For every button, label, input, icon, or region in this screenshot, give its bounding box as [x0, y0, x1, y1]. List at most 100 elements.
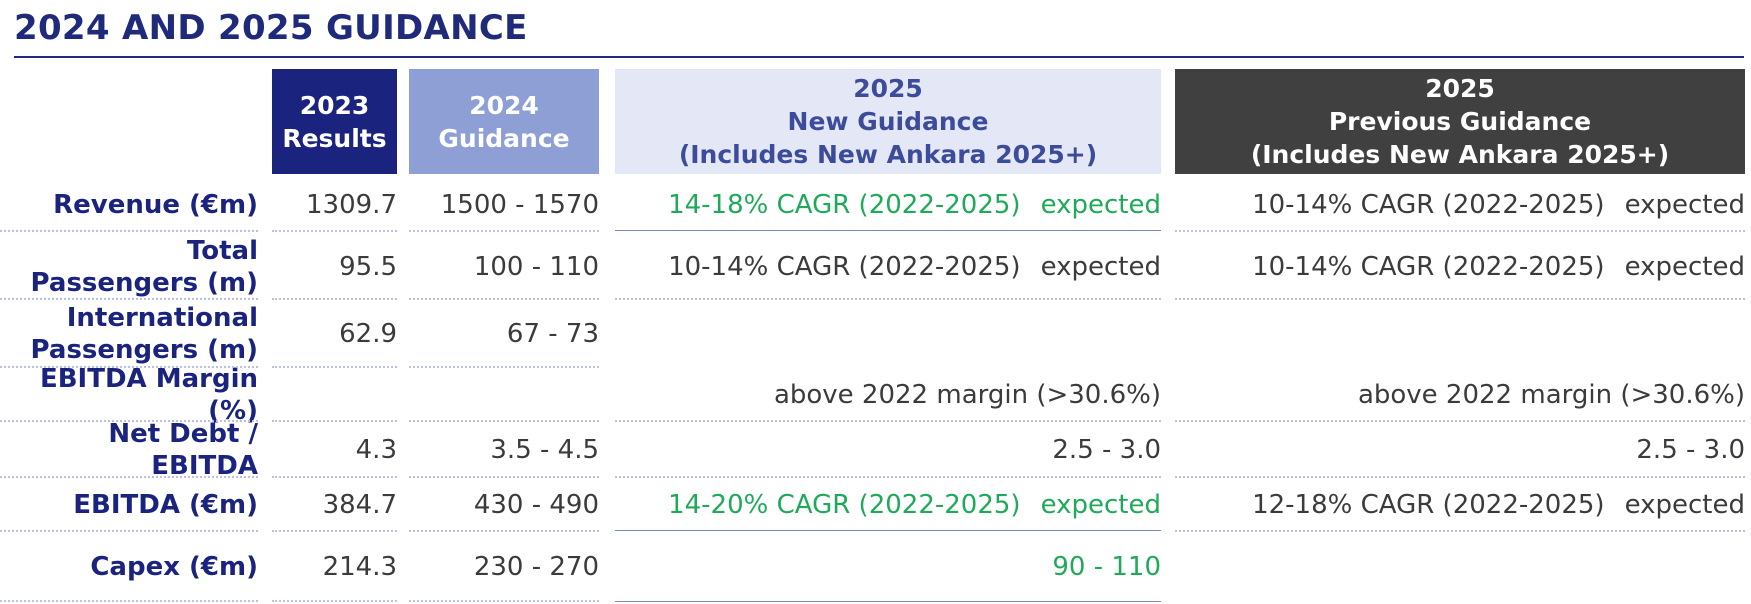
header-line: New Guidance [787, 107, 989, 136]
previous-guidance-cell: 10-14% CAGR (2022-2025) expected [1175, 234, 1745, 300]
new-guidance-value: 14-20% CAGR (2022-2025) [668, 490, 1021, 520]
row-label-line: Capex (€m) [90, 552, 258, 582]
guidance-2024-cell: 3.5 - 4.5 [490, 435, 599, 465]
row-label-line: Passengers (m) [30, 335, 258, 365]
row-separator [0, 600, 258, 602]
results-2023-cell: 62.9 [339, 319, 397, 349]
guidance-2024-cell: 430 - 490 [473, 490, 599, 520]
header-2025-new-guidance: 2025 New Guidance (Includes New Ankara 2… [615, 69, 1161, 174]
row-label: Revenue (€m) [0, 176, 258, 234]
row-label: Net Debt / EBITDA [0, 419, 258, 481]
new-guidance-value: 10-14% CAGR (2022-2025) [668, 252, 1021, 282]
previous-guidance-value: 10-14% CAGR (2022-2025) [1252, 190, 1605, 220]
row-label-line: Passengers (m) [30, 268, 258, 298]
row-separator [272, 420, 397, 422]
updated-value-underline [615, 601, 1161, 602]
row-separator [272, 600, 397, 602]
guidance-2024-cell: 100 - 110 [473, 252, 599, 282]
header-line: Results [282, 123, 387, 153]
row-label-line: Total [186, 236, 258, 266]
new-guidance-suffix: expected [1040, 252, 1161, 282]
header-line: 2024 [469, 90, 539, 120]
page-title: 2024 AND 2025 GUIDANCE [14, 8, 528, 48]
row-separator [409, 230, 599, 232]
row-label: EBITDA (€m) [0, 478, 258, 532]
header-2023-results: 2023 Results [272, 69, 397, 174]
row-separator [0, 366, 258, 368]
row-label-line: Revenue (€m) [53, 190, 258, 220]
row-separator [409, 366, 599, 368]
table-row-ebitda: EBITDA (€m) 384.7 430 - 490 14-20% CAGR … [0, 478, 1751, 532]
header-line: 2023 [299, 90, 370, 120]
row-separator [1175, 530, 1745, 532]
row-separator [409, 530, 599, 532]
row-separator [615, 476, 1161, 478]
row-separator [0, 298, 258, 300]
row-label-line: EBITDA Margin (%) [39, 364, 258, 426]
guidance-2024-cell: 67 - 73 [506, 319, 599, 349]
row-separator [409, 298, 599, 300]
row-separator [0, 476, 258, 478]
new-guidance-suffix: expected [1040, 490, 1161, 520]
row-separator [272, 530, 397, 532]
row-separator [272, 230, 397, 232]
previous-guidance-cell: 12-18% CAGR (2022-2025) expected [1175, 478, 1745, 532]
row-separator [0, 230, 258, 232]
table-row-net-debt-ebitda: Net Debt / EBITDA 4.3 3.5 - 4.5 2.5 - 3.… [0, 419, 1751, 481]
header-line: (Includes New Ankara 2025+) [678, 140, 1098, 169]
row-label: Capex (€m) [0, 532, 258, 602]
previous-guidance-suffix: expected [1624, 190, 1745, 220]
new-guidance-cell: 14-18% CAGR (2022-2025) expected [615, 176, 1161, 234]
row-label-line: Net Debt / EBITDA [108, 419, 258, 481]
previous-guidance-cell: above 2022 margin (>30.6%) [1357, 380, 1745, 410]
row-label: EBITDA Margin (%) [0, 364, 258, 426]
row-separator [409, 600, 599, 602]
results-2023-cell: 4.3 [355, 435, 397, 465]
new-guidance-suffix: expected [1040, 190, 1161, 220]
previous-guidance-cell: 10-14% CAGR (2022-2025) expected [1175, 176, 1745, 234]
header-line: 2025 [853, 74, 923, 103]
row-separator [272, 476, 397, 478]
row-separator [615, 298, 1161, 300]
header-line: Guidance [438, 123, 570, 153]
header-line: (Includes New Ankara 2025+) [1250, 140, 1670, 169]
results-2023-cell: 214.3 [322, 552, 397, 582]
row-separator [615, 420, 1161, 422]
table-row-ebitda-margin: EBITDA Margin (%) above 2022 margin (>30… [0, 364, 1751, 426]
new-guidance-cell: 2.5 - 3.0 [1052, 435, 1161, 465]
updated-value-underline [615, 230, 1161, 231]
previous-guidance-value: 12-18% CAGR (2022-2025) [1252, 490, 1605, 520]
table-row-international-passengers: International Passengers (m) 62.9 67 - 73 [0, 300, 1751, 368]
guidance-2024-cell: 1500 - 1570 [440, 190, 599, 220]
new-guidance-cell: 10-14% CAGR (2022-2025) expected [615, 234, 1161, 300]
previous-guidance-suffix: expected [1624, 490, 1745, 520]
results-2023-cell: 1309.7 [306, 190, 397, 220]
results-2023-cell: 384.7 [322, 490, 397, 520]
updated-value-underline [615, 530, 1161, 531]
row-separator [1175, 298, 1745, 300]
row-separator [272, 298, 397, 300]
guidance-2024-cell: 230 - 270 [473, 552, 599, 582]
new-guidance-cell: 14-20% CAGR (2022-2025) expected [615, 478, 1161, 532]
new-guidance-value: 14-18% CAGR (2022-2025) [668, 190, 1021, 220]
title-divider [14, 56, 1744, 58]
row-separator [1175, 230, 1745, 232]
row-separator [409, 420, 599, 422]
row-separator [0, 530, 258, 532]
row-label: International Passengers (m) [0, 300, 258, 368]
new-guidance-cell: 90 - 110 [1052, 552, 1161, 582]
table-row-total-passengers: Total Passengers (m) 95.5 100 - 110 10-14… [0, 234, 1751, 300]
results-2023-cell: 95.5 [339, 252, 397, 282]
header-line: 2025 [1425, 74, 1495, 103]
row-label: Total Passengers (m) [0, 234, 258, 300]
row-separator [1175, 476, 1745, 478]
row-separator [1175, 420, 1745, 422]
previous-guidance-suffix: expected [1624, 252, 1745, 282]
previous-guidance-value: 10-14% CAGR (2022-2025) [1252, 252, 1605, 282]
row-separator [0, 420, 258, 422]
table-row-revenue: Revenue (€m) 1309.7 1500 - 1570 14-18% C… [0, 176, 1751, 234]
table-row-capex: Capex (€m) 214.3 230 - 270 90 - 110 [0, 532, 1751, 602]
new-guidance-cell: above 2022 margin (>30.6%) [773, 380, 1161, 410]
row-label-line: EBITDA (€m) [73, 490, 258, 520]
header-line: Previous Guidance [1328, 107, 1592, 136]
